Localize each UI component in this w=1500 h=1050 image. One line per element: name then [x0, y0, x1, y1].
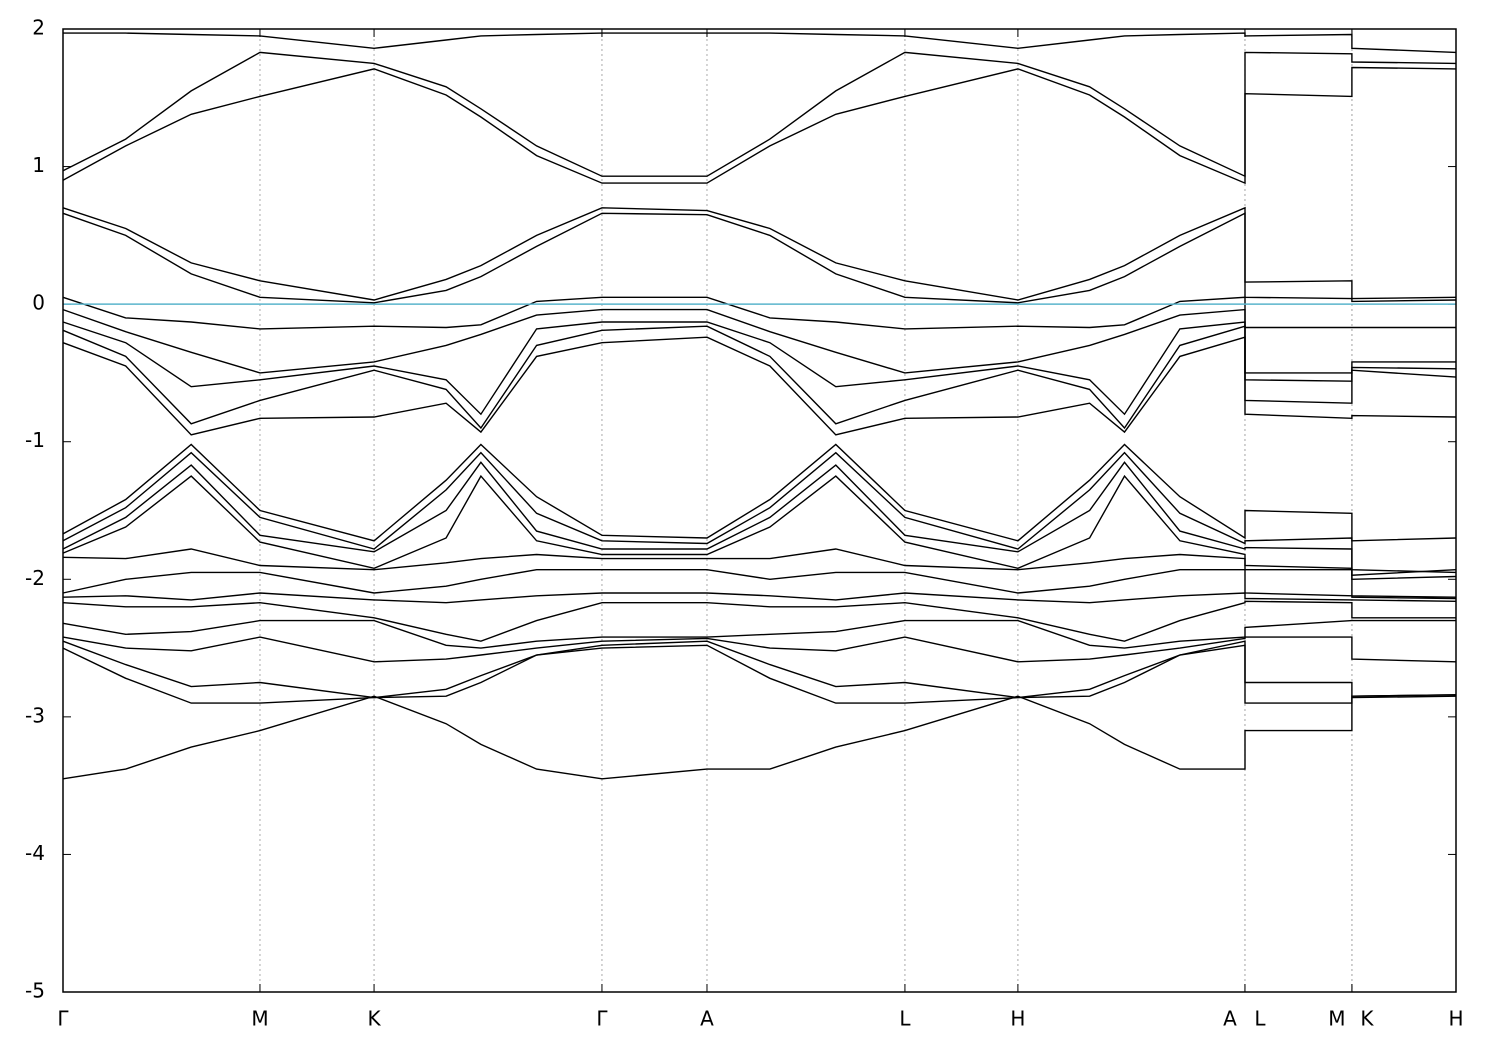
y-tick-label: -3: [25, 703, 45, 727]
band-line: [62, 636, 1457, 663]
y-tick-label: -1: [25, 428, 45, 452]
x-tick-label: K: [1360, 1007, 1374, 1031]
y-tick-label: -2: [25, 566, 45, 590]
band-line: [63, 32, 1457, 54]
x-tick-label: A: [700, 1007, 714, 1031]
y-tick-label: 1: [32, 153, 45, 177]
band-line: [62, 569, 1457, 600]
x-tick-label: M: [1328, 1007, 1345, 1031]
y-tick-label: 0: [32, 291, 45, 315]
x-tick-label: L: [1254, 1007, 1266, 1031]
band-line: [62, 600, 1456, 642]
band-line: [62, 66, 1457, 185]
x-tick-label: L: [899, 1007, 911, 1031]
y-tick-label: 2: [32, 16, 45, 40]
x-tick-label: Γ: [596, 1007, 608, 1031]
band-line: [62, 451, 1457, 574]
x-tick-label: M: [251, 1007, 268, 1031]
x-tick-label: H: [1010, 1007, 1025, 1031]
band-line: [62, 308, 1456, 374]
x-tick-label: H: [1448, 1007, 1463, 1031]
band-line: [62, 474, 1457, 581]
y-tick-label: -4: [25, 841, 45, 865]
band-line: [62, 548, 1457, 598]
x-tick-label: K: [367, 1007, 381, 1031]
band-line: [62, 640, 1457, 699]
band-line: [62, 206, 1457, 301]
band-line: [62, 694, 1457, 780]
band-line: [62, 592, 1457, 604]
band-line: [62, 644, 1457, 704]
band-line: [62, 443, 1457, 542]
plot-frame: [62, 28, 1457, 993]
band-line: [62, 461, 1457, 576]
band-line: [62, 212, 1457, 304]
band-line: [62, 336, 1457, 436]
band-line: [62, 619, 1456, 649]
band-line: [62, 325, 1457, 430]
y-tick-label: -5: [25, 979, 45, 1003]
x-tick-label: Γ: [57, 1007, 69, 1031]
x-tick-label: A: [1223, 1007, 1237, 1031]
band-line: [62, 296, 1456, 330]
band-line: [62, 51, 1457, 178]
